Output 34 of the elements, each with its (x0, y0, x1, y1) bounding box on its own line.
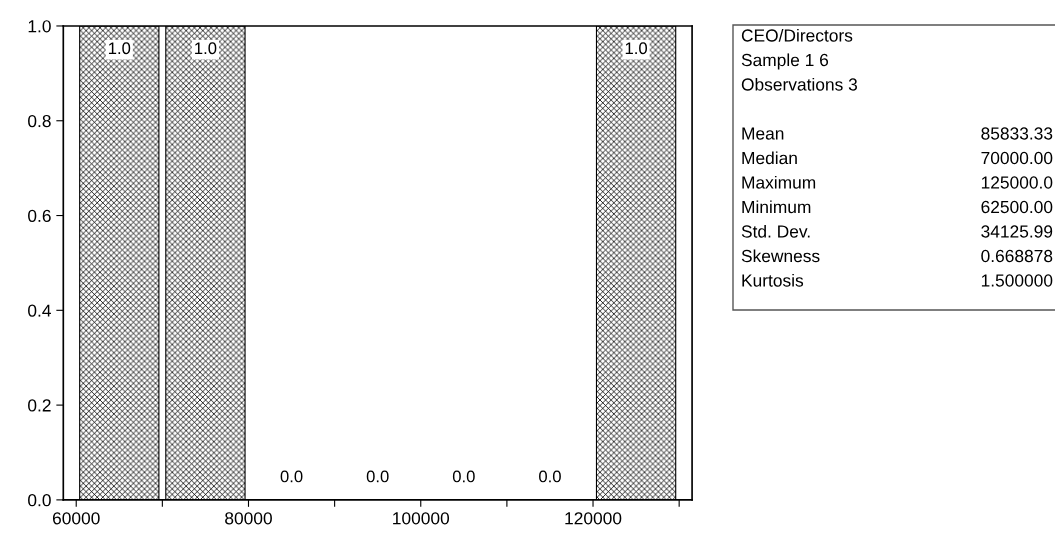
text: Std. Dev. (741, 224, 810, 238)
text: 85833.33 (981, 127, 1053, 140)
data-label: 0.0 (452, 470, 475, 483)
y-tick-label: 1.0 (28, 20, 51, 33)
x-tick-label: 120000 (565, 512, 622, 525)
text: 62500.00 (981, 200, 1053, 214)
text: 34125.99 (981, 225, 1053, 238)
x-tick-label: 100000 (393, 512, 450, 525)
y-tick-label: 0.4 (28, 304, 51, 317)
data-label: 0.0 (539, 470, 561, 483)
text: Skewness (741, 249, 820, 263)
data-label: 1.0 (625, 42, 648, 55)
text: Kurtosis (742, 273, 804, 287)
text: 0.668878 (981, 249, 1053, 263)
text: Observations 3 (741, 77, 857, 91)
y-tick-label: 0.6 (28, 209, 51, 222)
text: 125000.0 (981, 176, 1053, 189)
text: CEO/Directors (741, 28, 853, 42)
x-tick-label: 80000 (225, 512, 272, 525)
text: 1.500000 (981, 274, 1053, 287)
y-tick-label: 0.8 (28, 114, 51, 128)
text: Median (742, 151, 797, 165)
data-label: 1.0 (195, 42, 217, 55)
y-tick-label: 0.2 (28, 399, 51, 412)
y-tick-label: 0.0 (28, 494, 51, 507)
text: Maximum (742, 175, 816, 189)
data-label: 1.0 (108, 42, 131, 55)
text: Mean (742, 127, 784, 140)
text: Minimum (742, 200, 811, 214)
text: 70000.00 (981, 151, 1053, 165)
x-tick-label: 60000 (52, 512, 100, 525)
data-label: 0.0 (280, 470, 303, 483)
text: Sample 1 6 (741, 53, 829, 70)
data-label: 0.0 (366, 470, 389, 483)
